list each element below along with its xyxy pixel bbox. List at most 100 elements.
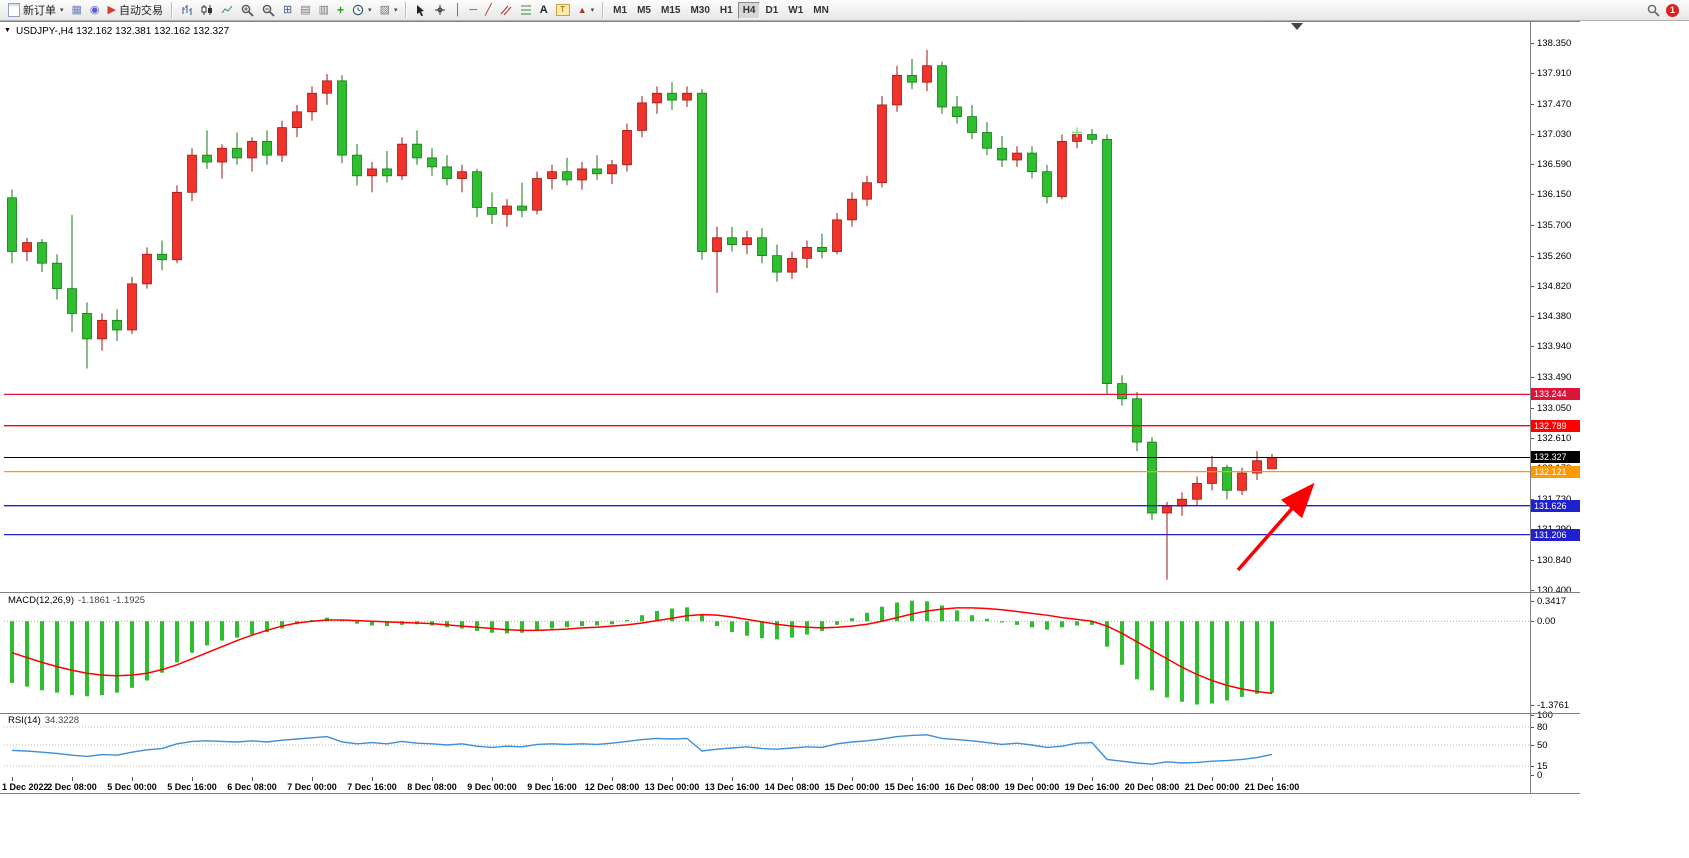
cascade-windows-icon: ▤: [300, 3, 311, 16]
time-tick-mark: [912, 777, 913, 781]
price-tick-label: 136.590: [1537, 159, 1572, 171]
time-axis-label: 9 Dec 16:00: [527, 782, 577, 792]
line-chart-button[interactable]: [217, 1, 237, 20]
mql-community-button[interactable]: ◉: [86, 1, 104, 20]
macd-scale-label: 0.00: [1537, 616, 1556, 628]
fibonacci-tool-button[interactable]: [516, 1, 536, 20]
panel-separator[interactable]: [0, 592, 1580, 593]
time-tick-mark: [1032, 777, 1033, 781]
rsi-scale-label: 80: [1537, 722, 1548, 733]
trendline-tool-button[interactable]: ╱: [481, 1, 496, 20]
price-tick-mark: [1530, 590, 1534, 592]
text-tool-button[interactable]: A: [536, 1, 552, 20]
time-axis-label: 9 Dec 00:00: [467, 782, 517, 792]
autotrading-button[interactable]: ▶ 自动交易: [104, 1, 167, 20]
time-tick-mark: [252, 777, 253, 781]
rsi-scale-label: 15: [1537, 761, 1548, 772]
price-tick-mark: [1530, 103, 1534, 105]
panel-separator[interactable]: [0, 713, 1580, 714]
arrow-shape-icon: ▲: [577, 4, 587, 15]
timeframe-m30-button[interactable]: M30: [685, 2, 714, 19]
time-tick-mark: [612, 777, 613, 781]
caret-down-icon: ▾: [60, 7, 64, 14]
time-axis-label: 14 Dec 08:00: [764, 782, 820, 792]
crosshair-icon: [435, 5, 446, 15]
zoom-out-icon: [262, 4, 275, 17]
price-tick-label: 138.350: [1537, 37, 1572, 49]
tile-windows-button[interactable]: ⊞: [279, 1, 296, 20]
price-line-tag: 131.626: [1531, 499, 1580, 512]
time-axis-label: 7 Dec 00:00: [287, 782, 337, 792]
time-axis-label: 1 Dec 2022: [2, 782, 49, 792]
panel-separator[interactable]: [0, 793, 1580, 794]
price-tick-mark: [1530, 316, 1534, 318]
time-tick-mark: [972, 777, 973, 781]
timeframe-mn-button[interactable]: MN: [808, 2, 834, 19]
rsi-panel-canvas[interactable]: [4, 713, 1530, 777]
notification-badge[interactable]: 1: [1666, 3, 1679, 17]
templates-button[interactable]: ▨ ▾: [376, 1, 402, 20]
time-axis-label: 21 Dec 16:00: [1244, 782, 1300, 792]
horizontal-line-tool-button[interactable]: ─: [465, 1, 481, 20]
arrows-tool-button[interactable]: ▲ ▾: [574, 1, 598, 20]
macd-tick-mark: [1530, 600, 1534, 602]
timeframe-m15-button[interactable]: M15: [656, 2, 685, 19]
toolbar-separator: [405, 2, 408, 18]
time-axis-label: 16 Dec 08:00: [944, 782, 1000, 792]
crosshair-tool-button[interactable]: [430, 1, 450, 20]
macd-name: MACD(12,26,9): [8, 595, 74, 606]
time-axis-label: 8 Dec 08:00: [407, 782, 457, 792]
indicators-button[interactable]: +: [333, 1, 348, 20]
play-icon: ▶: [107, 3, 116, 16]
line-chart-icon: [221, 5, 233, 14]
rsi-tick-mark: [1530, 745, 1534, 746]
one-click-caret-icon[interactable]: ▼: [4, 27, 11, 34]
price-tick-mark: [1530, 346, 1534, 348]
arrange-windows-button[interactable]: ▥: [315, 1, 333, 20]
candlestick-chart-button[interactable]: [197, 1, 217, 20]
time-tick-mark: [1212, 777, 1213, 781]
rsi-scale-label: 50: [1537, 740, 1548, 751]
red-arrow-annotation[interactable]: [1236, 482, 1315, 572]
vertical-line-tool-button[interactable]: │: [450, 1, 465, 20]
chart-shift-marker[interactable]: [1291, 23, 1303, 30]
toolbar: 新订单 ▾ ▦ ◉ ▶ 自动交易 ⊞ ▤ ▥ + ▾ ▨ ▾ │ ─ ╱ A T …: [0, 0, 1689, 21]
cursor-tool-button[interactable]: [411, 1, 430, 20]
price-axis-border[interactable]: [1530, 21, 1531, 794]
macd-panel-canvas[interactable]: [4, 592, 1530, 713]
rsi-indicator-label: RSI(14) 34.3228: [8, 715, 79, 726]
panel-separator[interactable]: [0, 21, 1580, 22]
rsi-tick-mark: [1530, 775, 1534, 776]
chart-profiles-button[interactable]: ▦: [68, 1, 86, 20]
timeframe-m5-button[interactable]: M5: [632, 2, 656, 19]
zoom-out-button[interactable]: [258, 1, 279, 20]
price-tick-mark: [1530, 42, 1534, 44]
timeframe-m1-button[interactable]: M1: [608, 2, 632, 19]
new-order-button[interactable]: 新订单 ▾: [4, 1, 68, 20]
search-button[interactable]: [1643, 1, 1664, 20]
time-axis-label: 6 Dec 08:00: [227, 782, 277, 792]
timeframe-d1-button[interactable]: D1: [760, 2, 783, 19]
text-label-tool-button[interactable]: T: [552, 1, 574, 20]
cascade-windows-button[interactable]: ▤: [296, 1, 314, 20]
cursor-icon: [417, 4, 425, 16]
periods-button[interactable]: ▾: [348, 1, 376, 20]
symbol-ohlc-label: USDJPY-,H4 132.162 132.381 132.162 132.3…: [16, 26, 230, 37]
cross-marker[interactable]: [1072, 127, 1082, 138]
timeframe-w1-button[interactable]: W1: [783, 2, 808, 19]
time-tick-mark: [72, 777, 73, 781]
caret-down-icon: ▾: [393, 7, 398, 14]
zoom-in-button[interactable]: [237, 1, 258, 20]
channel-tool-button[interactable]: [496, 1, 516, 20]
timeframe-h4-button[interactable]: H4: [737, 1, 761, 19]
time-tick-mark: [1272, 777, 1273, 781]
time-tick-mark: [372, 777, 373, 781]
rsi-value: 34.3228: [44, 715, 80, 726]
candlestick-icon: [201, 5, 212, 15]
template-icon: ▨: [379, 3, 390, 16]
price-tick-label: 137.030: [1537, 128, 1572, 140]
main-chart-canvas[interactable]: [4, 22, 1530, 592]
rsi-tick-mark: [1530, 766, 1534, 767]
bar-chart-button[interactable]: [177, 1, 197, 20]
timeframe-h1-button[interactable]: H1: [715, 2, 738, 19]
